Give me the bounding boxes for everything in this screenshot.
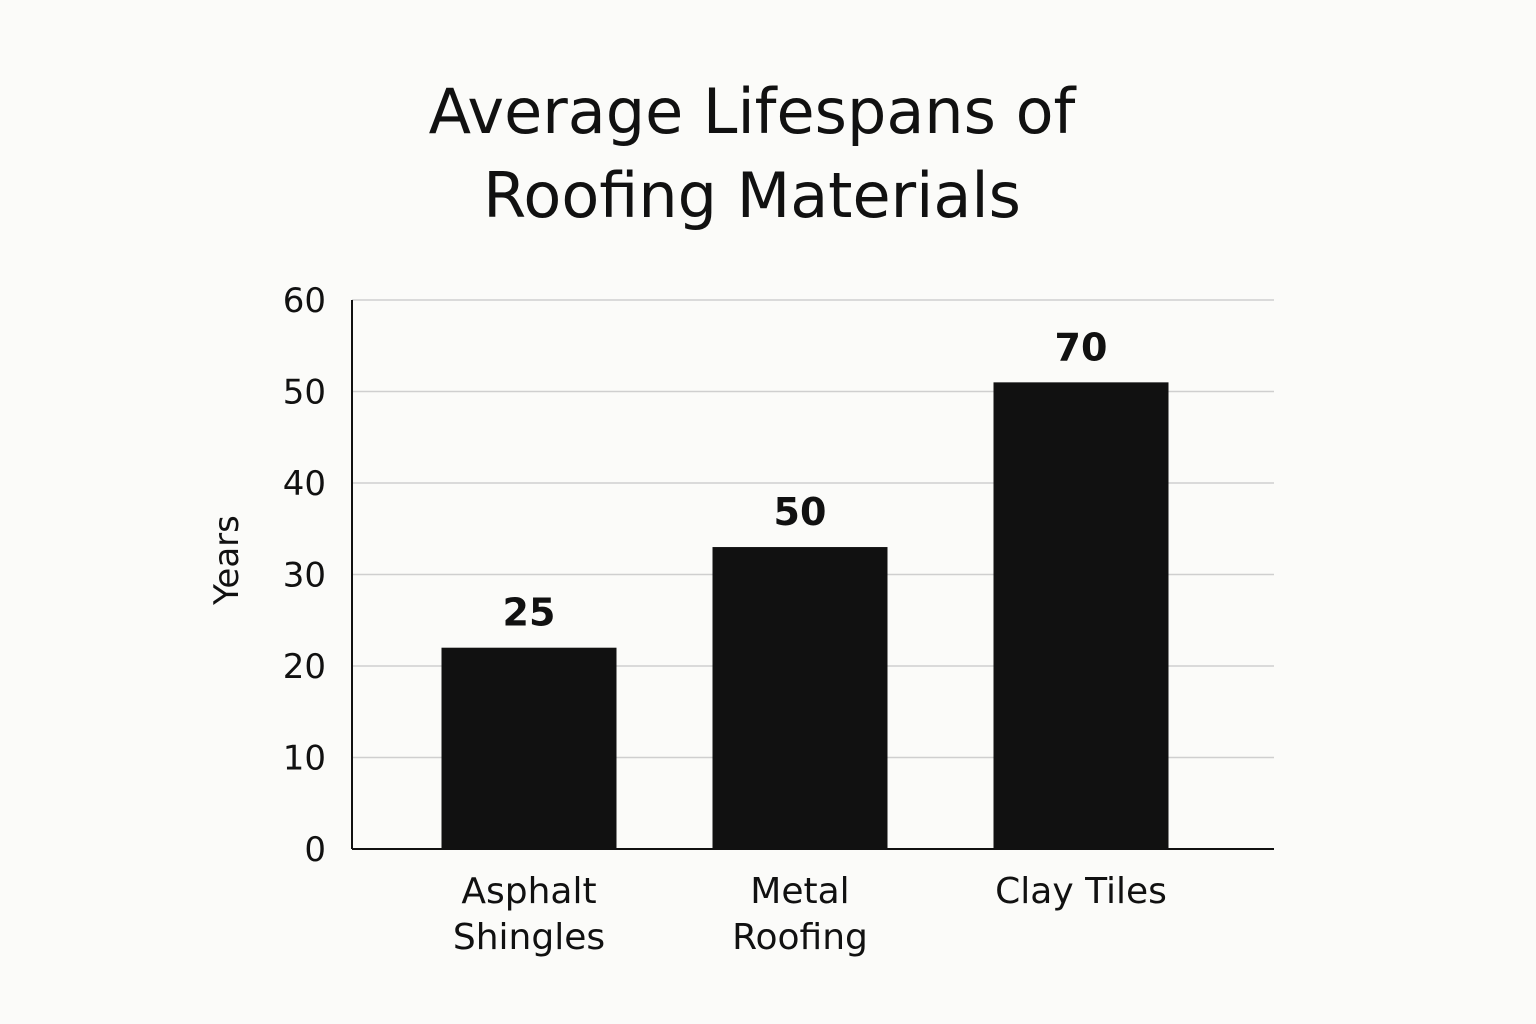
- x-tick-label: Asphalt: [461, 871, 596, 912]
- data-label: 50: [774, 490, 827, 534]
- y-tick-label: 50: [283, 373, 326, 413]
- bar: [441, 647, 617, 849]
- y-tick-label: 0: [304, 830, 326, 870]
- x-tick-label: Clay Tiles: [995, 871, 1167, 912]
- y-tick-label: 20: [283, 647, 326, 687]
- category-labels: Asphalt Shingles Metal Roofing Clay Tiles: [453, 871, 1167, 958]
- data-label: 25: [503, 591, 556, 635]
- y-tick-label: 30: [283, 556, 326, 596]
- x-tick-label: Roofing: [732, 917, 868, 958]
- chart-title: Average Lifespans of Roofing Materials: [0, 70, 1504, 238]
- bar: [993, 382, 1169, 849]
- data-labels: 25 50 70: [503, 325, 1108, 634]
- x-tick-label: Metal: [750, 871, 849, 912]
- bar: [712, 547, 888, 849]
- y-tick-label: 60: [283, 281, 326, 321]
- y-tick-label: 40: [283, 464, 326, 504]
- bars: [441, 382, 1169, 849]
- x-tick-label: Shingles: [453, 917, 605, 958]
- chart-title-line-1: Average Lifespans of: [428, 75, 1076, 148]
- y-axis-title: Years: [207, 515, 247, 606]
- y-tick-label: 10: [283, 739, 326, 779]
- chart-title-line-2: Roofing Materials: [483, 159, 1021, 232]
- data-label: 70: [1055, 325, 1108, 369]
- y-tick-labels: 0 10 20 30 40 50 60: [283, 281, 326, 870]
